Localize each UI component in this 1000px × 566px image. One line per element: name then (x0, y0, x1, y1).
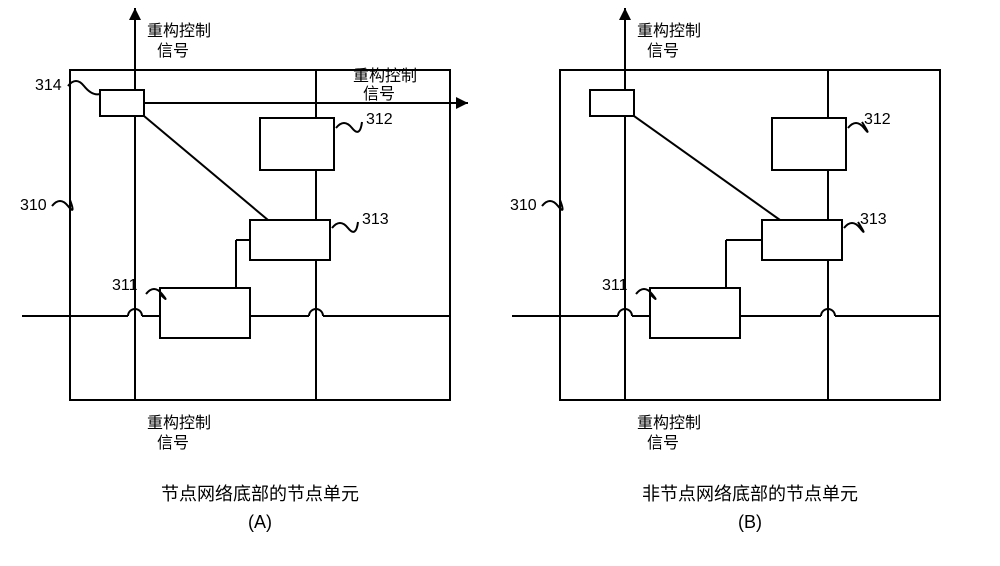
arrowhead (129, 8, 141, 20)
box-b-313 (762, 220, 842, 260)
ref-b-310: 310 (510, 197, 537, 214)
ref-313: 313 (362, 211, 389, 228)
sub-b: (B) (738, 512, 762, 532)
label-b-top1: 重构控制 (637, 22, 701, 40)
label-a-bot1: 重构控制 (147, 414, 211, 432)
label-a-right1: 重构控制 (353, 67, 417, 85)
arrowhead (456, 97, 468, 109)
box-312 (260, 118, 334, 170)
ref-b-312: 312 (864, 111, 891, 128)
label-a-bot2: 信号 (157, 434, 189, 452)
label-a-top1: 重构控制 (147, 22, 211, 40)
label-b-bot2: 信号 (647, 434, 679, 452)
label-b-top2: 信号 (647, 42, 679, 60)
label-b-bot1: 重构控制 (637, 414, 701, 432)
box-313 (250, 220, 330, 260)
box-314 (100, 90, 144, 116)
ref-312: 312 (366, 111, 393, 128)
ref-b-311: 311 (602, 277, 628, 294)
caption-b: 非节点网络底部的节点单元 (642, 484, 858, 504)
arrowhead (619, 8, 631, 20)
ref-b-313: 313 (860, 211, 887, 228)
ref-310: 310 (20, 197, 47, 214)
caption-a: 节点网络底部的节点单元 (161, 484, 359, 504)
ref-314: 314 (35, 77, 62, 94)
box-b-314 (590, 90, 634, 116)
box-b-311 (650, 288, 740, 338)
ref-311: 311 (112, 277, 138, 294)
label-a-right2: 信号 (363, 85, 395, 103)
label-a-top2: 信号 (157, 42, 189, 60)
box-311 (160, 288, 250, 338)
box-b-312 (772, 118, 846, 170)
sub-a: (A) (248, 512, 272, 532)
